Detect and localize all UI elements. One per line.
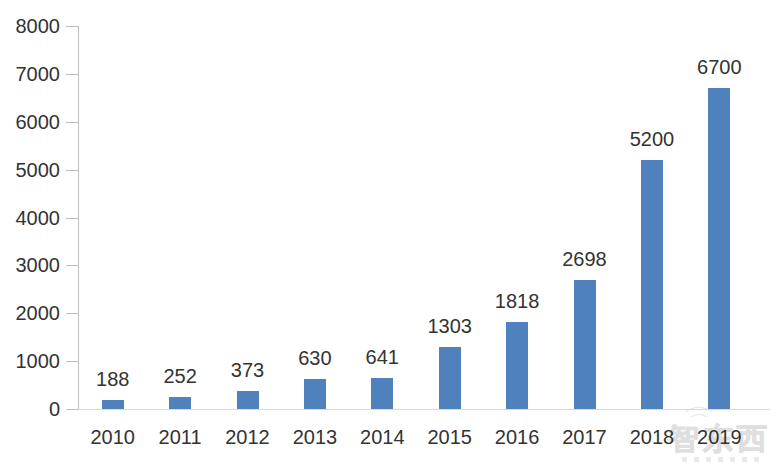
y-axis-tick bbox=[66, 170, 78, 171]
bar-value-label: 2698 bbox=[545, 248, 625, 270]
y-axis-label: 3000 bbox=[0, 253, 60, 277]
y-axis-label: 7000 bbox=[0, 62, 60, 86]
bar bbox=[304, 379, 326, 409]
y-axis-label: 4000 bbox=[0, 206, 60, 230]
bar bbox=[574, 280, 596, 409]
bar-value-label: 1818 bbox=[477, 290, 557, 312]
bar-value-label: 641 bbox=[342, 346, 422, 368]
bar bbox=[708, 88, 730, 409]
y-axis-label: 8000 bbox=[0, 14, 60, 38]
bar-value-label: 5200 bbox=[612, 128, 692, 150]
bar-value-label: 6700 bbox=[679, 56, 759, 78]
bar-value-label: 1303 bbox=[410, 315, 490, 337]
bar bbox=[506, 322, 528, 409]
y-axis-label: 6000 bbox=[0, 110, 60, 134]
bar bbox=[439, 347, 461, 409]
bar bbox=[641, 160, 663, 409]
y-axis-tick bbox=[66, 361, 78, 362]
x-axis-line bbox=[78, 409, 770, 410]
y-axis-tick bbox=[66, 265, 78, 266]
y-axis-label: 1000 bbox=[0, 349, 60, 373]
y-axis-tick bbox=[66, 218, 78, 219]
bar bbox=[371, 378, 393, 409]
watermark-subtext-dots bbox=[668, 457, 772, 463]
bar bbox=[237, 391, 259, 409]
bar bbox=[102, 400, 124, 409]
y-axis-label: 0 bbox=[0, 397, 60, 421]
plot-area: 18825237363064113031818269852006700 bbox=[79, 26, 753, 409]
y-axis-tick bbox=[66, 122, 78, 123]
bar-chart: 010002000300040005000600070008000 188252… bbox=[0, 0, 772, 465]
y-axis-tick bbox=[66, 26, 78, 27]
y-axis-tick bbox=[66, 74, 78, 75]
y-axis-tick bbox=[66, 409, 78, 410]
x-axis-label: 2019 bbox=[679, 426, 759, 448]
y-axis-tick bbox=[66, 313, 78, 314]
y-axis-label: 5000 bbox=[0, 158, 60, 182]
bar bbox=[169, 397, 191, 409]
y-axis-label: 2000 bbox=[0, 301, 60, 325]
